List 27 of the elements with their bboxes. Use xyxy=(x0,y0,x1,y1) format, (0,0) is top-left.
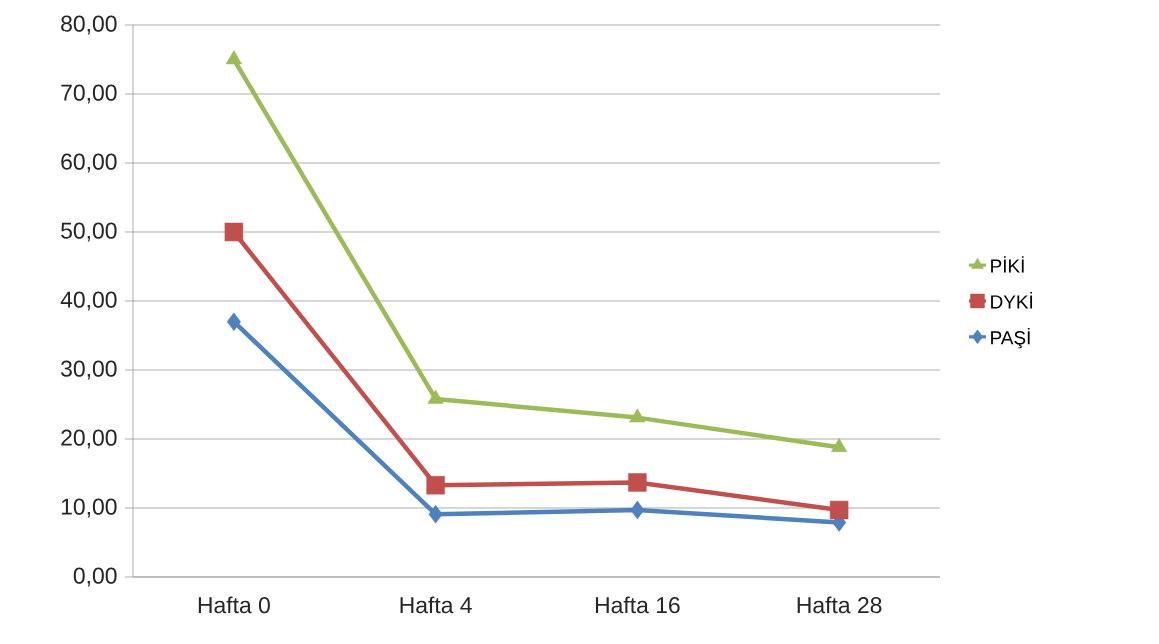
point xyxy=(629,408,646,423)
legend-label: PİKİ xyxy=(991,256,1024,273)
x-tick-label: Hafta 16 xyxy=(595,596,680,614)
point xyxy=(427,389,444,404)
y-tick-label: 80,00 xyxy=(61,15,117,35)
y-tick-label: 20,00 xyxy=(61,429,117,449)
point xyxy=(831,438,848,452)
x-tick-label: Hafta 4 xyxy=(400,596,472,614)
point xyxy=(426,476,445,495)
y-tick-label: 60,00 xyxy=(61,153,117,173)
legend-label: PAŞİ xyxy=(991,327,1030,349)
legend-label: DYKİ xyxy=(991,292,1033,309)
y-tick-label: 40,00 xyxy=(60,291,117,311)
x-tick-label: Hafta 28 xyxy=(797,596,882,614)
y-tick-label: 30,00 xyxy=(61,360,117,380)
y-tick-label: 0,00 xyxy=(73,567,117,587)
point xyxy=(630,500,645,520)
y-tick-label: 50,00 xyxy=(61,222,117,242)
point xyxy=(829,500,849,520)
point xyxy=(428,504,443,524)
y-tick-label: 10,00 xyxy=(61,498,117,518)
y-tick-label: 70,00 xyxy=(61,84,117,104)
point xyxy=(628,473,647,492)
point xyxy=(225,50,242,65)
point xyxy=(224,222,244,242)
point xyxy=(226,312,241,331)
x-tick-label: Hafta 0 xyxy=(198,596,270,614)
